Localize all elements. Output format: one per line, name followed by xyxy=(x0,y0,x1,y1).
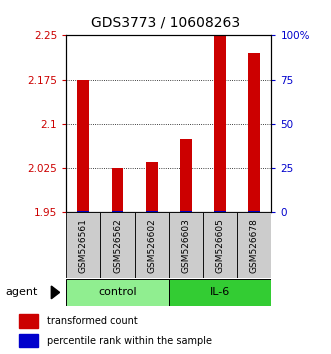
Text: transformed count: transformed count xyxy=(47,316,137,326)
Bar xyxy=(112,168,123,212)
Bar xyxy=(169,212,203,278)
Text: GSM526561: GSM526561 xyxy=(79,218,88,273)
Bar xyxy=(19,314,38,328)
Text: IL-6: IL-6 xyxy=(210,287,230,297)
Bar xyxy=(100,212,135,278)
Text: control: control xyxy=(98,287,137,297)
Bar xyxy=(146,211,158,212)
Bar xyxy=(214,211,226,212)
Bar xyxy=(66,212,100,278)
Text: GSM526602: GSM526602 xyxy=(147,218,156,273)
Text: GSM526605: GSM526605 xyxy=(215,218,225,273)
Text: GDS3773 / 10608263: GDS3773 / 10608263 xyxy=(91,16,240,30)
Bar xyxy=(77,211,89,212)
Bar xyxy=(77,80,89,212)
Bar xyxy=(169,279,271,306)
Text: percentile rank within the sample: percentile rank within the sample xyxy=(47,336,212,346)
Bar xyxy=(203,212,237,278)
Bar xyxy=(66,279,169,306)
Bar xyxy=(180,211,192,212)
Text: GSM526603: GSM526603 xyxy=(181,218,190,273)
Bar xyxy=(180,139,192,212)
Text: GSM526678: GSM526678 xyxy=(250,218,259,273)
Text: GSM526562: GSM526562 xyxy=(113,218,122,273)
Bar xyxy=(19,334,38,347)
Bar xyxy=(237,212,271,278)
Bar xyxy=(135,212,169,278)
Bar xyxy=(248,53,260,212)
Bar xyxy=(146,162,158,212)
Polygon shape xyxy=(51,286,60,299)
Bar xyxy=(112,211,123,212)
Text: agent: agent xyxy=(5,287,37,297)
Bar xyxy=(214,35,226,212)
Bar xyxy=(248,211,260,212)
